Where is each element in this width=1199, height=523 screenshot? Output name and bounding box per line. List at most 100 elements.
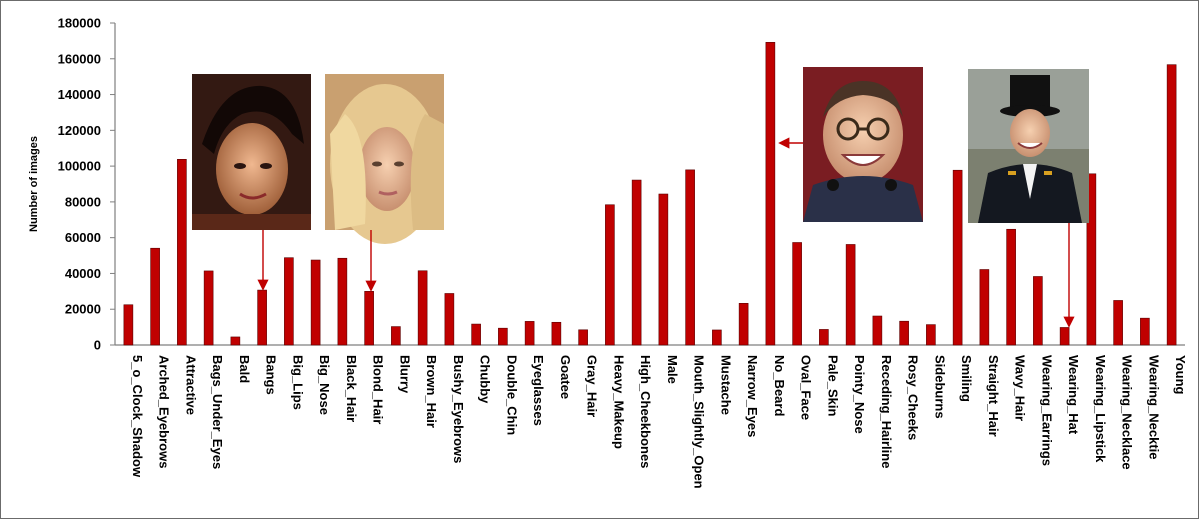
bar-wearing-earrings (1033, 276, 1043, 346)
x-tick-label: Bags_Under_Eyes (210, 355, 225, 469)
bar-straight-hair (979, 269, 990, 346)
x-tick-label: Chubby (478, 355, 493, 404)
bar-pale-skin (819, 329, 829, 346)
y-ticks: 0 20000 40000 60000 80000 100000 120000 140000 1… (58, 16, 115, 353)
y-tick-label: 140000 (58, 87, 101, 102)
x-tick-label: Wearing_Necklace (1120, 355, 1135, 470)
bar-attractive (177, 159, 187, 346)
x-tick-label: Oval_Face (799, 355, 814, 420)
bar-bangs (257, 289, 267, 346)
x-tick-label: Wearing_Hat (1066, 355, 1081, 435)
bar-big-lips (284, 257, 294, 346)
wearing-hat-example-photo (968, 69, 1089, 223)
x-tick-label: Bald (237, 355, 252, 383)
x-tick-label: Receding_Hairline (879, 355, 894, 468)
bar-wearing-hat (1059, 327, 1070, 346)
x-ticks: 5_o_Clock_Shadow Arched_Eyebrows Attractiv… (130, 355, 1188, 489)
x-tick-label: Mouth_Slightly_Open (692, 355, 707, 489)
x-tick-label: Wavy_Hair (1013, 355, 1028, 421)
bar-mustache (712, 329, 722, 346)
bar-arched-eyebrows (150, 247, 160, 346)
x-tick-label: Gray_Hair (585, 355, 600, 417)
x-tick-label: Black_Hair (344, 355, 359, 422)
y-tick-label: 0 (94, 338, 101, 353)
bar-eyeglasses (524, 321, 535, 346)
bar-mouth-slightly-open (685, 169, 695, 346)
bar-young (1166, 64, 1177, 346)
x-tick-label: Straight_Hair (986, 355, 1001, 437)
x-tick-label: Big_Nose (317, 355, 332, 415)
x-tick-label: Eyeglasses (531, 355, 546, 426)
bar-chubby (471, 323, 481, 346)
bar-smiling (952, 169, 963, 346)
blond-hair-example-photo (325, 74, 444, 244)
bar-bushy-eyebrows (444, 293, 455, 346)
bar-wearing-necklace (1113, 300, 1123, 346)
x-tick-label: Blond_Hair (371, 355, 386, 424)
bar-heavy-makeup (605, 204, 615, 346)
bar-gray-hair (578, 329, 588, 346)
x-tick-label: Attractive (183, 355, 198, 415)
x-tick-label: Male (665, 355, 680, 384)
x-tick-label: Narrow_Eyes (745, 355, 760, 437)
bar-rosy-cheeks (899, 320, 909, 346)
x-tick-label: High_Cheekbones (638, 355, 653, 468)
bar-high-cheekbones (631, 179, 642, 346)
bar-bags-under-eyes (203, 270, 214, 346)
bar-5-o-clock-shadow (123, 304, 134, 346)
y-tick-label: 120000 (58, 123, 101, 138)
x-tick-label: Pale_Skin (825, 355, 840, 416)
bar-wearing-necktie (1140, 317, 1150, 346)
y-tick-label: 80000 (65, 194, 101, 209)
bar-pointy-nose (845, 244, 856, 346)
x-tick-label: No_Beard (772, 355, 787, 416)
bar-goatee (551, 321, 562, 346)
x-tick-label: Pointy_Nose (852, 355, 867, 434)
x-tick-label: Arched_Eyebrows (157, 355, 172, 468)
y-tick-label: 160000 (58, 51, 101, 66)
bar-sideburns (926, 324, 936, 346)
x-tick-label: Bangs (264, 355, 279, 395)
bar-black-hair (337, 257, 348, 346)
x-tick-label: Brown_Hair (424, 355, 439, 428)
x-tick-label: Rosy_Cheeks (906, 355, 921, 440)
x-tick-label: Blurry (397, 355, 412, 394)
x-tick-label: Smiling (959, 355, 974, 402)
bar-oval-face (792, 242, 802, 346)
y-tick-label: 60000 (65, 230, 101, 245)
x-tick-label: Young (1173, 355, 1188, 395)
bars (123, 42, 1177, 346)
x-tick-label: 5_o_Clock_Shadow (130, 355, 145, 478)
x-tick-label: Wearing_Lipstick (1093, 355, 1108, 463)
bar-brown-hair (417, 270, 428, 346)
bar-male (658, 193, 669, 346)
x-tick-label: Bushy_Eyebrows (451, 355, 466, 463)
x-tick-label: Heavy_Makeup (611, 355, 626, 449)
x-tick-label: Mustache (718, 355, 733, 415)
bar-receding-hairline (872, 315, 883, 346)
bar-narrow-eyes (738, 303, 749, 346)
bar-big-nose (310, 259, 321, 346)
bar-wavy-hair (1006, 228, 1016, 346)
bar-blond-hair (364, 291, 374, 346)
x-tick-label: Goatee (558, 355, 573, 399)
x-tick-label: Wearing_Earrings (1039, 355, 1054, 466)
bar-double-chin (498, 327, 508, 346)
no-beard-example-photo (803, 67, 923, 222)
x-tick-label: Sideburns (932, 355, 947, 419)
x-tick-label: Wearing_Necktie (1146, 355, 1161, 460)
bangs-example-photo (192, 74, 311, 230)
x-tick-label: Big_Lips (290, 355, 305, 410)
bar-no-beard (765, 42, 776, 346)
y-tick-label: 180000 (58, 16, 101, 31)
y-tick-label: 20000 (65, 302, 101, 317)
bar-bald (230, 336, 241, 346)
y-axis-label: Number of images (28, 136, 40, 232)
y-tick-label: 40000 (65, 266, 101, 281)
bar-wearing-lipstick (1086, 173, 1097, 346)
x-tick-label: Double_Chin (504, 355, 519, 435)
bar-blurry (391, 326, 401, 346)
y-tick-label: 100000 (58, 159, 101, 174)
